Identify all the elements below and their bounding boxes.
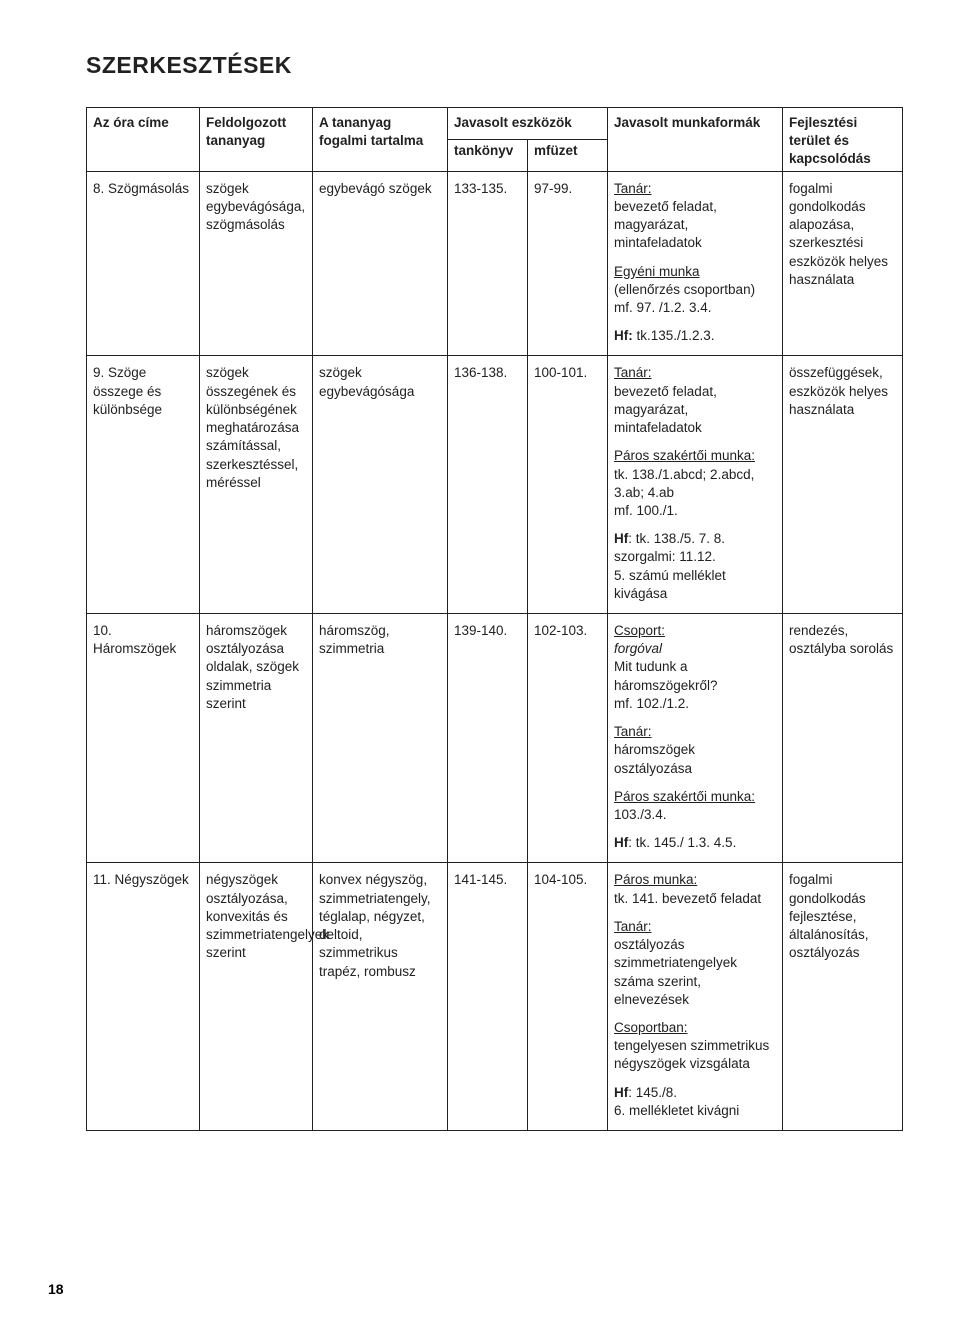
cell: fogalmi gondolkodás fejlesztése, általán… <box>783 863 903 1131</box>
work-text: tengelyesen szimmetrikus négyszögek vizs… <box>614 1037 776 1073</box>
cell: 100-101. <box>528 356 608 614</box>
work-label: Tanár: <box>614 723 776 741</box>
section-title: SZERKESZTÉSEK <box>86 52 900 79</box>
work-text: 103./3.4. <box>614 806 776 824</box>
work-text: bevezető feladat, magyarázat, mintafelad… <box>614 383 776 438</box>
table-row: 9. Szöge összege és különbsége szögek ös… <box>87 356 903 614</box>
cell: rendezés, osztályba sorolás <box>783 614 903 863</box>
work-label: Páros szakértői munka: <box>614 447 776 465</box>
cell-workforms: Tanár: bevezető feladat, magyarázat, min… <box>608 356 783 614</box>
cell: fogalmi gondolkodás alapozása, szerkeszt… <box>783 171 903 356</box>
cell-workforms: Páros munka: tk. 141. bevezető feladat T… <box>608 863 783 1131</box>
work-text: bevezető feladat, magyarázat, mintafelad… <box>614 198 776 253</box>
work-label: Csoportban: <box>614 1019 776 1037</box>
cell: 104-105. <box>528 863 608 1131</box>
table-row: 8. Szögmásolás szögek egybevágósága, szö… <box>87 171 903 356</box>
work-text: osztályozás szimmetriatengelyek száma sz… <box>614 936 776 1009</box>
cell: konvex négyszög, szimmetriatengely, tégl… <box>313 863 448 1131</box>
work-text: (ellenőrzés csoportban) mf. 97. /1.2. 3.… <box>614 281 776 317</box>
work-text: tk. 141. bevezető feladat <box>614 890 776 908</box>
cell-workforms: Tanár: bevezető feladat, magyarázat, min… <box>608 171 783 356</box>
cell: 139-140. <box>448 614 528 863</box>
cell: 97-99. <box>528 171 608 356</box>
cell: 102-103. <box>528 614 608 863</box>
homework: Hf: tk.135./1.2.3. <box>614 327 776 345</box>
cell: 136-138. <box>448 356 528 614</box>
header-cell: tankönyv <box>448 139 528 171</box>
header-cell: Javasolt munkaformák <box>608 108 783 172</box>
cell: 133-135. <box>448 171 528 356</box>
work-text-italic: forgóval <box>614 640 776 658</box>
work-label: Tanár: <box>614 364 776 382</box>
header-cell: mfüzet <box>528 139 608 171</box>
header-cell: Fejlesztési terület és kapcsolódás <box>783 108 903 172</box>
cell-workforms: Csoport: forgóval Mit tudunk a háromszög… <box>608 614 783 863</box>
header-cell: Feldolgozott tananyag <box>200 108 313 172</box>
cell: szögek egybevágósága <box>313 356 448 614</box>
homework: Hf: 145./8. 6. mellékletet kivágni <box>614 1084 776 1120</box>
work-label: Egyéni munka <box>614 264 700 279</box>
cell: szögek összegének és különbségének megha… <box>200 356 313 614</box>
lesson-title: 11. Négyszögek <box>87 863 200 1131</box>
cell: 141-145. <box>448 863 528 1131</box>
lesson-title: 9. Szöge összege és különbsége <box>87 356 200 614</box>
header-cell: Javasolt eszközök <box>448 108 608 140</box>
cell: négyszögek osztályozása, konvexitás és s… <box>200 863 313 1131</box>
page-number: 18 <box>48 1281 64 1297</box>
header-cell: Az óra címe <box>87 108 200 172</box>
work-label: Tanár: <box>614 180 776 198</box>
lesson-title: 10. Háromszögek <box>87 614 200 863</box>
curriculum-table: Az óra címe Feldolgozott tananyag A tana… <box>86 107 903 1131</box>
work-label: Csoport: <box>614 622 776 640</box>
cell: háromszög, szimmetria <box>313 614 448 863</box>
table-header: Az óra címe Feldolgozott tananyag A tana… <box>87 108 903 172</box>
cell: háromszögek osztályozása oldalak, szögek… <box>200 614 313 863</box>
work-text: háromszögek osztályozása <box>614 741 776 777</box>
lesson-title: 8. Szögmásolás <box>87 171 200 356</box>
header-cell: A tananyag fogalmi tartalma <box>313 108 448 172</box>
work-text: tk. 138./1.abcd; 2.abcd, 3.ab; 4.ab mf. … <box>614 466 776 521</box>
work-label: Páros munka: <box>614 871 776 889</box>
document-page: SZERKESZTÉSEK Az óra címe Feldolgozott t… <box>0 0 960 1319</box>
table-row: 11. Négyszögek négyszögek osztályozása, … <box>87 863 903 1131</box>
work-label: Tanár: <box>614 918 776 936</box>
cell: egybevágó szögek <box>313 171 448 356</box>
work-text: Mit tudunk a háromszögekről? mf. 102./1.… <box>614 658 776 713</box>
work-label: Páros szakértői munka: <box>614 788 776 806</box>
homework: Hf: tk. 138./5. 7. 8. szorgalmi: 11.12. … <box>614 530 776 603</box>
cell: szögek egybevágósága, szögmásolás <box>200 171 313 356</box>
homework: Hf: tk. 145./ 1.3. 4.5. <box>614 834 776 852</box>
cell: összefüggések, eszközök helyes használat… <box>783 356 903 614</box>
table-row: 10. Háromszögek háromszögek osztályozása… <box>87 614 903 863</box>
